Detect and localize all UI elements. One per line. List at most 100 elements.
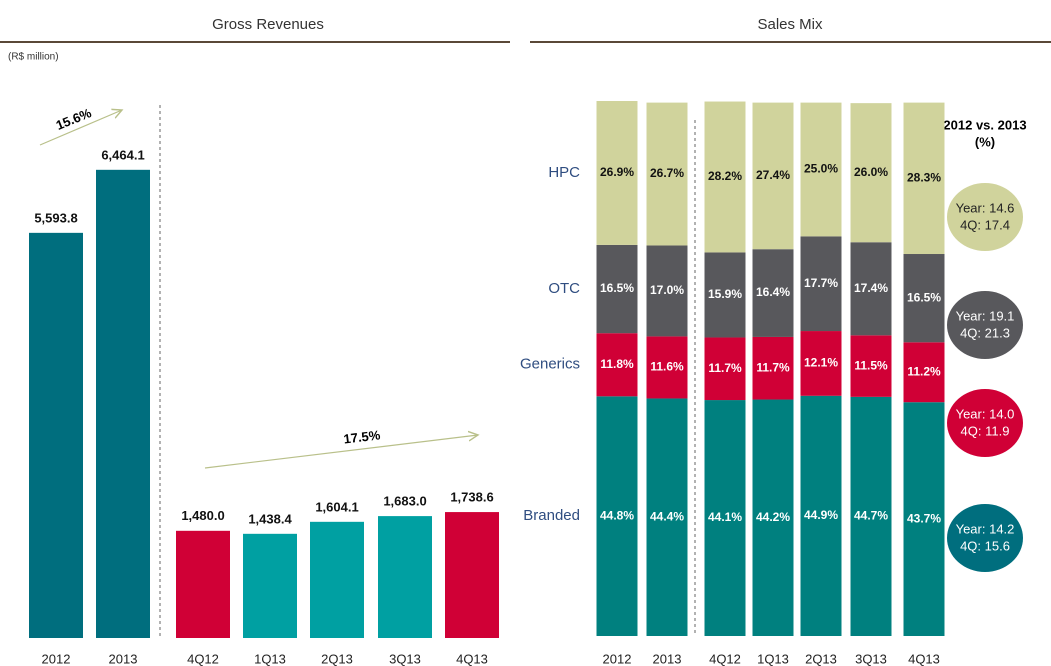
data-label: 11.5% <box>854 358 888 372</box>
growth-bubble <box>947 504 1023 572</box>
growth-bubble <box>947 183 1023 251</box>
bar-segment <box>903 342 945 403</box>
growth-year: Year: 14.6 <box>956 200 1015 215</box>
legend-label: Branded <box>523 507 580 524</box>
data-label: 17.7% <box>804 276 838 290</box>
growth-quarter: 4Q: 15.6 <box>960 538 1010 553</box>
data-label: 1,438.4 <box>248 511 292 526</box>
data-label: 28.3% <box>907 170 941 184</box>
data-label: 26.7% <box>650 166 684 180</box>
growth-label: 17.5% <box>343 427 382 446</box>
data-label: 44.7% <box>854 509 888 523</box>
growth-arrow <box>204 435 478 469</box>
x-tick-label: 2Q13 <box>321 651 353 666</box>
bar-segment <box>800 395 842 636</box>
bar-segment <box>850 103 892 243</box>
chart-title: Sales Mix <box>757 16 823 33</box>
x-tick-label: 2Q13 <box>805 651 837 666</box>
growth-year: Year: 19.1 <box>956 308 1015 323</box>
data-label: 28.2% <box>708 169 742 183</box>
growth-unit: (%) <box>975 134 995 149</box>
x-tick-label: 2013 <box>653 651 682 666</box>
bar-segment <box>752 399 794 636</box>
data-label: 44.8% <box>600 508 634 522</box>
growth-bubble <box>947 291 1023 359</box>
data-label: 12.1% <box>804 356 838 370</box>
data-label: 17.4% <box>854 281 888 295</box>
x-tick-label: 4Q12 <box>709 651 741 666</box>
bar-segment <box>704 101 746 253</box>
bar <box>378 516 432 638</box>
bar-segment <box>850 242 892 336</box>
data-label: 6,464.1 <box>101 147 144 162</box>
data-label: 16.4% <box>756 285 790 299</box>
growth-year: Year: 14.2 <box>956 521 1015 536</box>
data-label: 17.0% <box>650 283 684 297</box>
data-label: 1,480.0 <box>181 508 224 523</box>
data-label: 15.9% <box>708 287 742 301</box>
x-tick-label: 1Q13 <box>254 651 286 666</box>
legend-label: HPC <box>548 164 580 181</box>
bar-segment <box>752 102 794 250</box>
bar <box>176 530 230 638</box>
bar-segment <box>903 102 945 255</box>
bar <box>445 512 499 638</box>
data-label: 1,738.6 <box>450 490 493 505</box>
bar <box>29 232 83 638</box>
data-label: 16.5% <box>907 290 941 304</box>
bar-segment <box>800 331 842 396</box>
data-label: 11.8% <box>600 357 634 371</box>
unit-label: (R$ million) <box>8 52 59 63</box>
growth-year: Year: 14.0 <box>956 406 1015 421</box>
bar-segment <box>850 335 892 397</box>
data-label: 25.0% <box>804 162 838 176</box>
data-label: 44.9% <box>804 508 838 522</box>
x-tick-label: 3Q13 <box>389 651 421 666</box>
bar-segment <box>596 396 638 636</box>
growth-title: 2012 vs. 2013 <box>943 117 1026 132</box>
x-tick-label: 4Q13 <box>908 651 940 666</box>
data-label: 1,604.1 <box>315 499 358 514</box>
legend-label: Generics <box>520 356 580 373</box>
bar-segment <box>903 402 945 636</box>
x-tick-label: 2012 <box>603 651 632 666</box>
data-label: 27.4% <box>756 168 790 182</box>
bar-segment <box>752 249 794 337</box>
data-label: 44.2% <box>756 510 790 524</box>
data-label: 5,593.8 <box>34 210 77 225</box>
bar-segment <box>800 102 842 237</box>
bar-segment <box>646 398 688 636</box>
bar-segment <box>646 336 688 399</box>
bar-segment <box>752 336 794 400</box>
growth-arrow <box>39 110 122 146</box>
data-label: 1,683.0 <box>383 494 426 509</box>
data-label: 43.7% <box>907 511 941 525</box>
data-label: 44.1% <box>708 510 742 524</box>
bar-segment <box>596 101 638 245</box>
bar-segment <box>596 244 638 334</box>
x-tick-label: 1Q13 <box>757 651 789 666</box>
bar <box>96 169 150 639</box>
bar <box>310 521 364 638</box>
legend-label: OTC <box>548 280 580 297</box>
bar-segment <box>704 400 746 636</box>
growth-quarter: 4Q: 11.9 <box>961 423 1010 438</box>
x-tick-label: 2013 <box>109 651 138 666</box>
growth-quarter: 4Q: 17.4 <box>960 217 1010 232</box>
bar-segment <box>646 245 688 337</box>
growth-quarter: 4Q: 21.3 <box>960 325 1010 340</box>
growth-label: 15.6% <box>54 105 94 133</box>
data-label: 16.5% <box>600 281 634 295</box>
data-label: 26.9% <box>600 165 634 179</box>
bar-segment <box>596 333 638 397</box>
bar-segment <box>800 236 842 332</box>
bar-segment <box>646 102 688 246</box>
bar-segment <box>850 396 892 636</box>
x-tick-label: 4Q12 <box>187 651 219 666</box>
chart-title: Gross Revenues <box>212 16 324 33</box>
bar-segment <box>903 254 945 343</box>
data-label: 26.0% <box>854 165 888 179</box>
data-label: 11.7% <box>756 360 790 374</box>
data-label: 11.7% <box>708 361 742 375</box>
